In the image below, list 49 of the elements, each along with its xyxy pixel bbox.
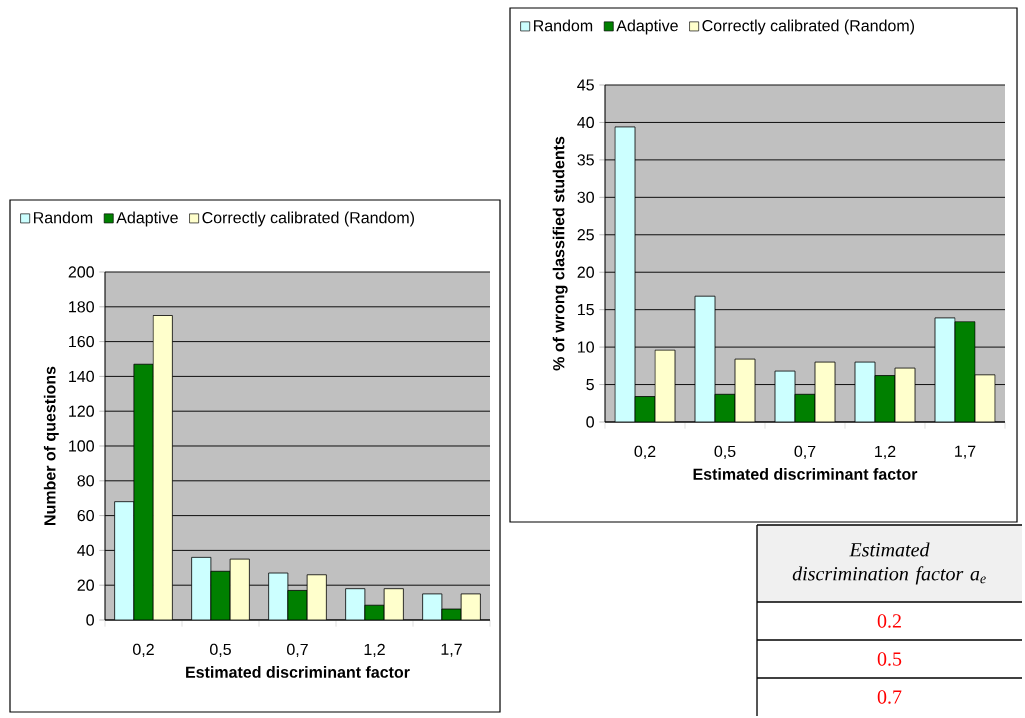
y-tick-label: 180 — [69, 301, 94, 313]
y-tick-label: 120 — [69, 405, 94, 417]
text: 0.5 — [877, 652, 902, 666]
bar — [306, 574, 327, 620]
y-tick-label: 80 — [77, 475, 94, 487]
legend-label: Random — [34, 211, 93, 224]
bar — [152, 315, 173, 620]
text: 0.7 — [877, 690, 902, 704]
y-tick-label: 20 — [77, 579, 94, 591]
x-tick-label: 1,2 — [364, 643, 385, 657]
y-tick-label: 10 — [578, 341, 594, 353]
text: 0.2 — [877, 614, 901, 628]
y-tick-label: 100 — [69, 440, 94, 452]
x-axis-title: Estimated discriminant factor — [186, 666, 410, 678]
y-tick-label: 25 — [577, 229, 594, 241]
y-tick-label: 30 — [577, 191, 594, 203]
y-tick-label: 160 — [69, 335, 94, 348]
legend-label: Correctly calibrated (Random) — [702, 19, 915, 35]
y-tick-label: 5 — [586, 378, 594, 391]
x-tick-label: 1,7 — [955, 445, 976, 459]
legend-label: Adaptive — [116, 211, 178, 227]
x-tick-label: 0,2 — [133, 643, 154, 657]
x-axis-title: Estimated discriminant factor — [693, 468, 918, 480]
legend-label: Random — [534, 19, 593, 32]
y-tick-label: 20 — [577, 266, 594, 278]
y-tick-label: 0 — [86, 614, 94, 626]
y-tick-label: 45 — [577, 79, 594, 91]
x-tick-label: 1,2 — [875, 445, 896, 459]
x-tick-label: 0,2 — [634, 445, 656, 459]
legend-label: Correctly calibrated (Random) — [202, 211, 414, 227]
y-axis-title: % of wrong classified students — [552, 136, 568, 371]
bar — [383, 588, 404, 620]
y-axis-title: Number of questions — [43, 366, 59, 525]
y-tick-label: 60 — [77, 509, 94, 522]
x-tick-label: 0,5 — [714, 445, 736, 459]
y-tick-label: 140 — [69, 370, 94, 383]
x-tick-label: 0,7 — [287, 643, 308, 657]
x-tick-label: 1,7 — [441, 643, 462, 657]
text: Estimated discrimination factor a$_{e}$ — [792, 542, 986, 585]
legend-label: Adaptive — [616, 19, 678, 35]
y-tick-label: 40 — [577, 116, 594, 129]
y-tick-label: 200 — [68, 266, 94, 278]
y-tick-label: 15 — [578, 304, 594, 316]
x-tick-label: 0,5 — [210, 643, 231, 657]
y-tick-label: 35 — [577, 154, 594, 166]
y-tick-label: 40 — [77, 544, 94, 557]
x-tick-label: 0,7 — [794, 445, 816, 459]
y-tick-label: 0 — [586, 416, 594, 428]
bar — [229, 558, 250, 620]
